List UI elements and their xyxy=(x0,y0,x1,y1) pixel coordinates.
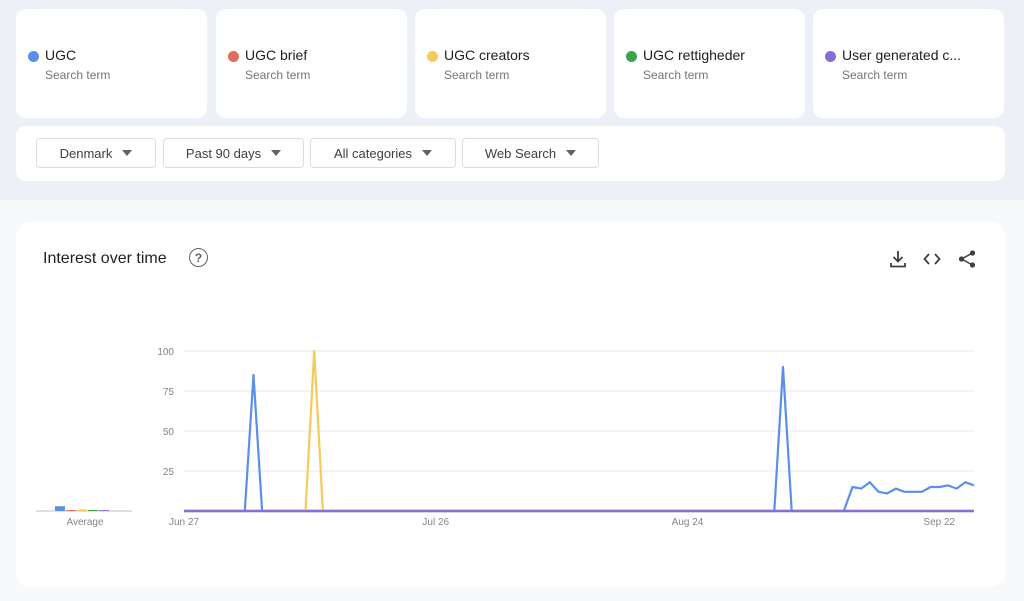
category-value: All categories xyxy=(333,145,413,161)
term-color-dot xyxy=(228,51,239,62)
average-bar xyxy=(77,509,87,511)
average-bars: Average xyxy=(36,506,132,528)
embed-code-icon[interactable] xyxy=(921,248,943,270)
x-tick-label: Jun 27 xyxy=(169,517,199,528)
term-name: User generated c... xyxy=(842,47,962,63)
interest-over-time-card: Interest over time ? Average 100 75 50 25 J… xyxy=(16,222,1005,587)
average-label: Average xyxy=(66,517,104,528)
term-name: UGC xyxy=(45,47,77,63)
caret-down-icon xyxy=(566,150,577,156)
average-bar xyxy=(66,510,76,511)
chart-title: Interest over time xyxy=(43,250,167,267)
chart-series xyxy=(184,349,975,513)
region-value: Denmark xyxy=(59,145,113,161)
term-color-dot xyxy=(28,51,39,62)
term-type: Search term xyxy=(45,68,111,82)
series-line-ugc-creators xyxy=(184,349,974,513)
series-line-ugc xyxy=(184,365,975,513)
period-dropdown[interactable]: Past 90 days xyxy=(163,138,304,168)
caret-down-icon xyxy=(271,150,282,156)
term-card-ugc-brief[interactable]: UGC brief Search term xyxy=(216,9,407,118)
y-tick-label: 25 xyxy=(163,467,175,478)
x-tick-label: Sep 22 xyxy=(923,517,955,528)
term-name: UGC rettigheder xyxy=(643,47,745,63)
term-type: Search term xyxy=(444,68,510,82)
caret-down-icon xyxy=(122,150,133,156)
term-name: UGC creators xyxy=(444,47,530,63)
y-tick-label: 50 xyxy=(163,427,175,438)
term-type: Search term xyxy=(842,68,908,82)
caret-down-icon xyxy=(422,150,433,156)
term-color-dot xyxy=(626,51,637,62)
term-name: UGC brief xyxy=(245,47,308,63)
x-tick-label: Aug 24 xyxy=(672,517,704,528)
term-type: Search term xyxy=(245,68,311,82)
term-card-ugc-rettigheder[interactable]: UGC rettigheder Search term xyxy=(614,9,805,118)
share-icon[interactable] xyxy=(956,248,978,270)
term-type: Search term xyxy=(643,68,709,82)
search-type-dropdown[interactable]: Web Search xyxy=(462,138,599,168)
term-card-ugc[interactable]: UGC Search term xyxy=(16,9,207,118)
download-icon[interactable] xyxy=(887,248,909,270)
average-bar xyxy=(99,510,109,511)
region-dropdown[interactable]: Denmark xyxy=(36,138,156,168)
term-card-user-generated[interactable]: User generated c... Search term xyxy=(813,9,1004,118)
y-tick-label: 100 xyxy=(157,347,174,358)
y-tick-label: 75 xyxy=(163,387,175,398)
filter-bar: Denmark Past 90 days All categories Web … xyxy=(16,126,1005,181)
period-value: Past 90 days xyxy=(185,145,262,161)
search-type-value: Web Search xyxy=(484,145,557,161)
term-color-dot xyxy=(825,51,836,62)
term-card-ugc-creators[interactable]: UGC creators Search term xyxy=(415,9,606,118)
x-tick-label: Jul 26 xyxy=(422,517,449,528)
interest-chart: Average 100 75 50 25 Jun 27 Jul 26 Aug 24 Sep … xyxy=(36,347,975,528)
average-bar xyxy=(55,506,65,511)
chart-x-axis: Jun 27 Jul 26 Aug 24 Sep 22 xyxy=(169,517,956,528)
category-dropdown[interactable]: All categories xyxy=(310,138,456,168)
average-bar xyxy=(88,510,98,511)
help-circle-icon[interactable]: ? xyxy=(189,248,208,267)
chart-grid: 100 75 50 25 xyxy=(157,347,974,512)
term-color-dot xyxy=(427,51,438,62)
